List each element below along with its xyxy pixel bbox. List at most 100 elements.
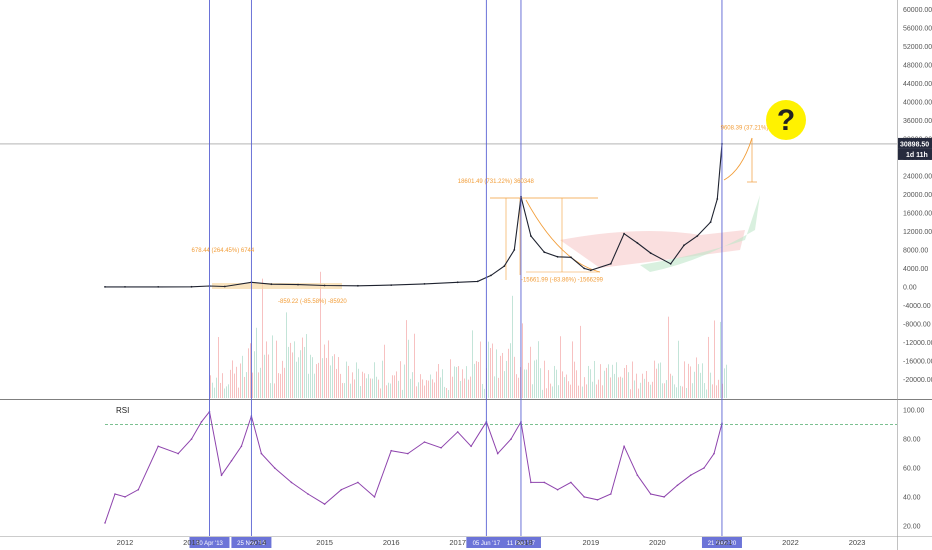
volume-bar [456, 367, 457, 398]
volume-bar [412, 372, 413, 398]
volume-bar [462, 369, 463, 398]
volume-bar [680, 385, 681, 398]
volume-bar [466, 366, 467, 398]
price-point [490, 274, 492, 277]
volume-bar [326, 357, 327, 398]
volume-bar [594, 360, 595, 398]
price-tick-label: 60000.00 [903, 7, 932, 14]
volume-bar [300, 350, 301, 398]
volume-bar [642, 373, 643, 398]
volume-bar [620, 376, 621, 398]
volume-bar [450, 359, 451, 398]
volume-bar [484, 388, 485, 398]
volume-bar [546, 388, 547, 398]
volume-bar [292, 352, 293, 398]
volume-bar [476, 361, 477, 398]
volume-bar [634, 380, 635, 398]
price-tick-label: 8000.00 [903, 247, 928, 254]
rsi-point [137, 488, 140, 491]
volume-bar [328, 340, 329, 398]
volume-bar [314, 373, 315, 398]
volume-bar [378, 379, 379, 398]
volume-bar [414, 333, 415, 398]
volume-bar [392, 375, 393, 398]
price-point [390, 284, 393, 286]
volume-bar [426, 380, 427, 398]
volume-bar [474, 363, 475, 398]
countdown-text: 1d 11h [906, 152, 928, 159]
volume-bar [600, 364, 601, 398]
rsi-point [689, 474, 692, 477]
volume-bar [496, 349, 497, 398]
price-point [623, 232, 625, 235]
volume-bar [562, 371, 563, 398]
volume-bar [298, 357, 299, 398]
rsi-point [663, 496, 665, 498]
volume-bar [290, 342, 291, 398]
volume-bar [270, 383, 271, 398]
volume-bar [698, 364, 699, 398]
volume-bar [530, 346, 531, 398]
volume-bar [684, 361, 685, 398]
volume-bar [334, 354, 335, 398]
volume-bar [248, 348, 249, 398]
volume-bar [682, 386, 683, 398]
rsi-tick-label: 100.00 [903, 408, 925, 415]
volume-bar [380, 388, 381, 398]
rsi-point [230, 460, 233, 462]
volume-bar [508, 348, 509, 398]
rsi-point [114, 493, 116, 495]
measure-annotation: 678.44 (264.45%) 6744 [192, 248, 255, 254]
volume-bar [422, 379, 423, 398]
volume-bar [402, 389, 403, 398]
volume-bar [352, 372, 353, 398]
marker-badge [500, 537, 541, 548]
volume-bar [614, 373, 615, 398]
time-tick-label: 2021 [716, 538, 733, 547]
volume-bar [492, 343, 493, 398]
volume-bar [480, 341, 481, 398]
volume-bar [654, 360, 655, 398]
volume-bar [706, 389, 707, 398]
price-line [105, 143, 723, 288]
volume-bar [350, 383, 351, 398]
rsi-title: RSI [116, 406, 129, 415]
rsi-point [407, 452, 409, 455]
countdown-tag [898, 148, 932, 160]
volume-bar [226, 386, 227, 398]
volume-bar [338, 357, 339, 398]
volume-bar [460, 380, 461, 398]
volume-bar [578, 385, 579, 398]
volume-bar [688, 363, 689, 398]
volume-bar [650, 384, 651, 398]
volume-bar [278, 373, 279, 398]
price-point [297, 283, 299, 286]
red-forecast-area [560, 230, 745, 268]
volume-bar [542, 389, 543, 398]
price-point [543, 251, 546, 254]
volume-bar [538, 341, 539, 398]
rsi-point [456, 431, 459, 433]
volume-bar [394, 375, 395, 398]
price-point [696, 235, 699, 237]
volume-bar [676, 387, 677, 398]
marker-badge-text: 05 Jun '17 [473, 541, 501, 547]
volume-bar [232, 360, 233, 398]
volume-bar [376, 376, 377, 398]
volume-bar [574, 361, 575, 398]
volume-bar [332, 356, 333, 398]
volume-bar [630, 389, 631, 398]
time-tick-label: 2019 [583, 538, 600, 547]
volume-bar [342, 383, 343, 398]
volume-bar [640, 382, 641, 398]
volume-bar [608, 364, 609, 398]
price-point [589, 269, 592, 272]
time-tick-label: 2014 [250, 538, 267, 547]
volume-bar [700, 372, 701, 398]
rsi-point [530, 481, 532, 484]
question-mark-text: ? [777, 104, 795, 137]
volume-bar [622, 377, 623, 398]
volume-bar [468, 379, 469, 398]
volume-bar [254, 351, 255, 398]
volume-bar [238, 387, 239, 398]
